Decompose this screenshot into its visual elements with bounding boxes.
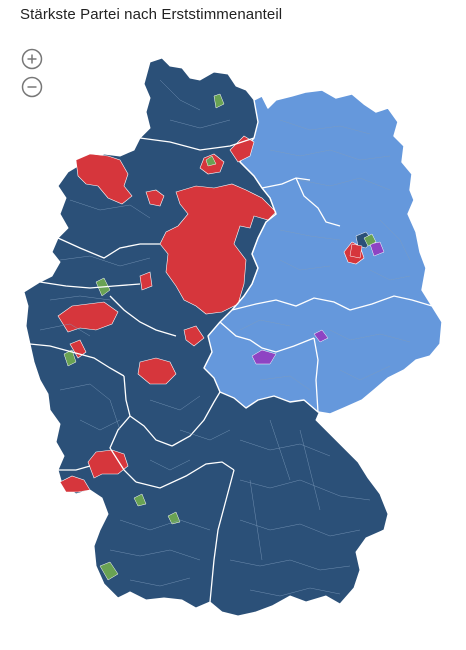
zoom-in-button[interactable] (21, 48, 43, 70)
gruene-region-hamburg[interactable] (205, 155, 217, 167)
linke-regions (251, 329, 329, 365)
spd-region-kiel-east[interactable] (229, 135, 255, 163)
plus-circle-icon (21, 48, 43, 70)
spd-region-ruhr[interactable] (57, 301, 119, 333)
linke-region-erfurt[interactable] (251, 349, 277, 365)
spd-region-kassel[interactable] (183, 325, 205, 347)
district-lines (39, 79, 411, 597)
spd-region-ostwestfalen[interactable] (139, 271, 153, 291)
spd-region-palatinate[interactable] (87, 449, 129, 479)
linke-region-leipzig[interactable] (313, 329, 329, 343)
spd-region-lower-saxony[interactable] (159, 183, 277, 315)
minus-circle-icon (21, 76, 43, 98)
berlin-cluster (349, 231, 385, 259)
berlin-gruene[interactable] (363, 233, 377, 247)
gruene-region-freiburg[interactable] (99, 561, 119, 581)
spd-region-bremen[interactable] (145, 189, 165, 207)
state-borders (29, 137, 433, 603)
gruene-region-karlsruhe[interactable] (133, 493, 147, 507)
berlin-linke[interactable] (369, 241, 385, 257)
spd-region-central-hesse[interactable] (137, 357, 177, 385)
page-title: Stärkste Partei nach Erststimmenanteil (20, 6, 283, 23)
gruene-region-kiel[interactable] (213, 93, 225, 109)
berlin-spd[interactable] (349, 243, 363, 259)
spd-region-north-sea-coast[interactable] (75, 153, 133, 205)
zoom-out-button[interactable] (21, 76, 43, 98)
spd-region-saarland[interactable] (59, 475, 91, 493)
